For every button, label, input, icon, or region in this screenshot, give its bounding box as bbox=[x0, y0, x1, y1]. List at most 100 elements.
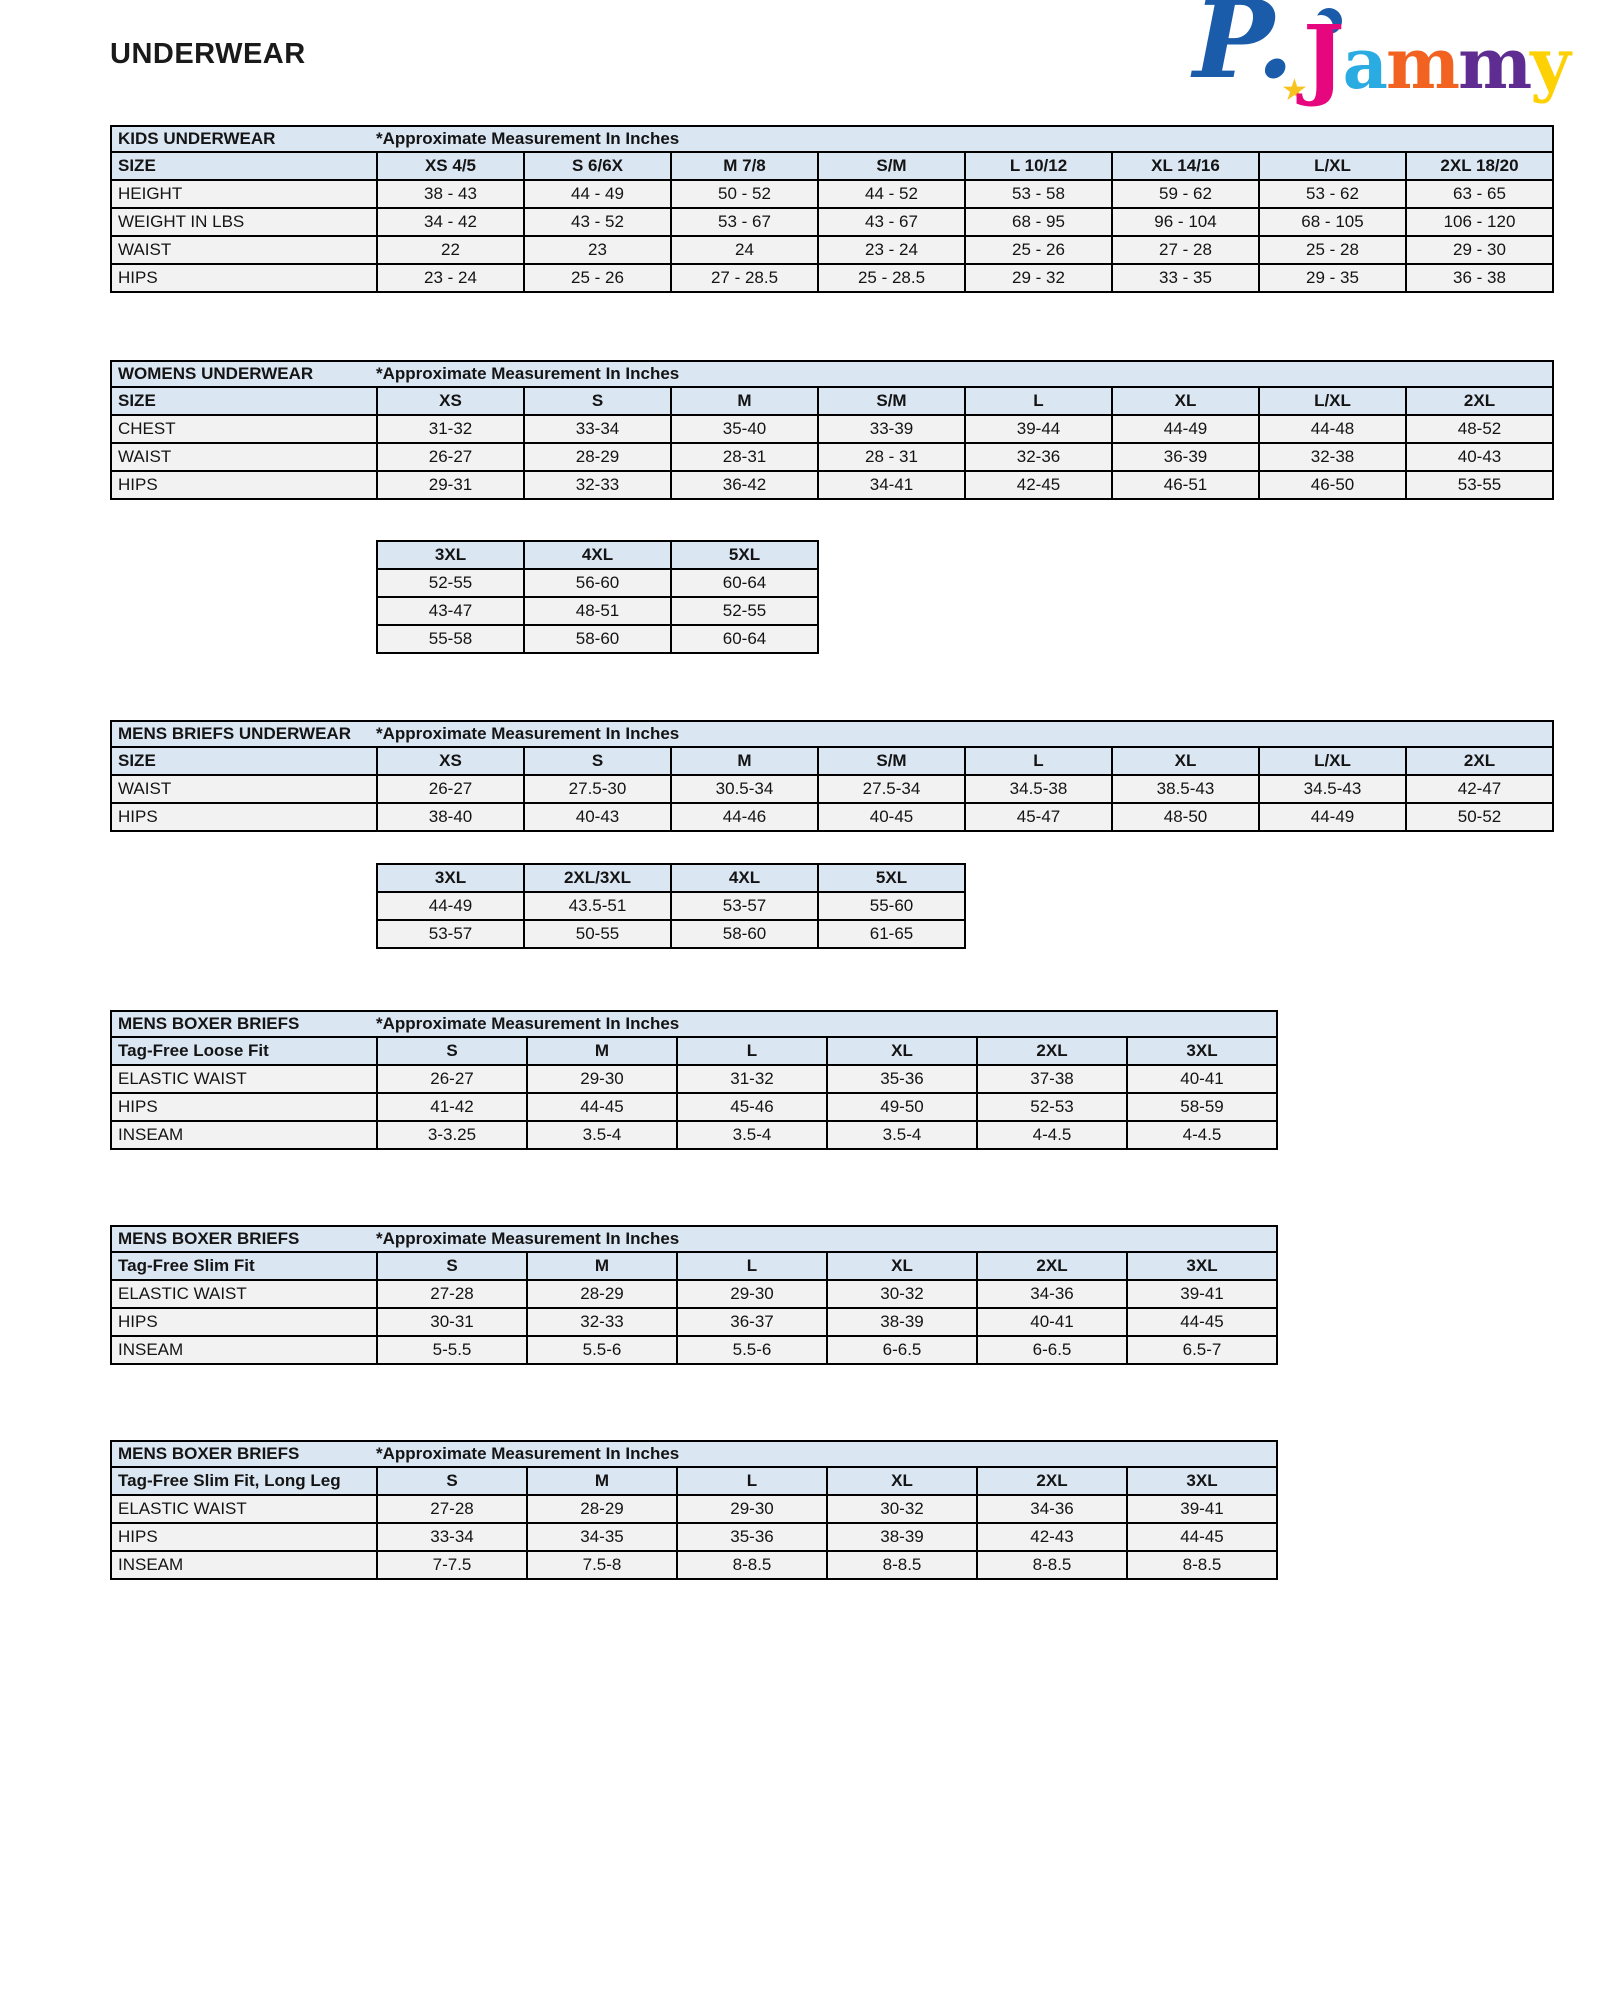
cell: 44-46 bbox=[670, 802, 819, 832]
column-header: L bbox=[964, 386, 1113, 416]
row-label: WAIST bbox=[110, 442, 378, 472]
column-header: 3XL bbox=[1126, 1036, 1278, 1066]
cell: 25 - 26 bbox=[964, 235, 1113, 265]
table-title: MENS BOXER BRIEFS bbox=[118, 1444, 300, 1463]
cell: 45-47 bbox=[964, 802, 1113, 832]
size-table-boxer-loose-fit: MENS BOXER BRIEFS *Approximate Measuremen… bbox=[110, 1010, 1278, 1150]
cell: 29 - 35 bbox=[1258, 263, 1407, 293]
logo-letter-m: m bbox=[1458, 22, 1532, 105]
table-label-header: Tag-Free Slim Fit, Long Leg bbox=[110, 1466, 378, 1496]
table-label-header: Tag-Free Loose Fit bbox=[110, 1036, 378, 1066]
cell: 36-37 bbox=[676, 1307, 828, 1337]
cell: 29 - 30 bbox=[1405, 235, 1554, 265]
row-label: HIPS bbox=[110, 263, 378, 293]
cell: 24 bbox=[670, 235, 819, 265]
cell: 25 - 26 bbox=[523, 263, 672, 293]
cell: 34 - 42 bbox=[376, 207, 525, 237]
cell: 58-59 bbox=[1126, 1092, 1278, 1122]
cell: 8-8.5 bbox=[1126, 1550, 1278, 1580]
cell: 34.5-43 bbox=[1258, 774, 1407, 804]
table-row: ELASTIC WAIST 26-27 29-30 31-32 35-36 37-38 40… bbox=[110, 1064, 1278, 1094]
cell: 6.5-7 bbox=[1126, 1335, 1278, 1365]
cell: 61-65 bbox=[817, 919, 966, 949]
cell: 53 - 62 bbox=[1258, 179, 1407, 209]
cell: 31-32 bbox=[676, 1064, 828, 1094]
row-label: ELASTIC WAIST bbox=[110, 1494, 378, 1524]
cell: 33 - 35 bbox=[1111, 263, 1260, 293]
column-header: 4XL bbox=[523, 540, 672, 570]
cell: 46-50 bbox=[1258, 470, 1407, 500]
column-header: 5XL bbox=[817, 863, 966, 893]
table-row: INSEAM 3-3.25 3.5-4 3.5-4 3.5-4 4-4.5 4-4.5 bbox=[110, 1120, 1278, 1150]
cell: 58-60 bbox=[523, 624, 672, 654]
cell: 22 bbox=[376, 235, 525, 265]
cell: 8-8.5 bbox=[826, 1550, 978, 1580]
cell: 36 - 38 bbox=[1405, 263, 1554, 293]
cell: 23 bbox=[523, 235, 672, 265]
cell: 34-41 bbox=[817, 470, 966, 500]
size-table-mens-briefs-extended: 3XL 2XL/3XL 4XL 5XL 44-49 43.5-51 53-57 55-60 53… bbox=[376, 863, 966, 949]
logo-letter-y: y bbox=[1530, 22, 1571, 105]
column-header: XS bbox=[376, 746, 525, 776]
cell: 8-8.5 bbox=[976, 1550, 1128, 1580]
cell: 48-52 bbox=[1405, 414, 1554, 444]
cell: 53 - 58 bbox=[964, 179, 1113, 209]
cell: 7-7.5 bbox=[376, 1550, 528, 1580]
column-header: S bbox=[376, 1036, 528, 1066]
cell: 50-55 bbox=[523, 919, 672, 949]
column-header: L/XL bbox=[1258, 151, 1407, 181]
cell: 55-60 bbox=[817, 891, 966, 921]
row-label: ELASTIC WAIST bbox=[110, 1064, 378, 1094]
cell: 36-42 bbox=[670, 470, 819, 500]
cell: 6-6.5 bbox=[826, 1335, 978, 1365]
cell: 30-32 bbox=[826, 1494, 978, 1524]
table-title-cell: MENS BOXER BRIEFS *Approximate Measuremen… bbox=[110, 1225, 1278, 1253]
logo-letter-m: m bbox=[1386, 22, 1460, 105]
cell: 30.5-34 bbox=[670, 774, 819, 804]
cell: 44-49 bbox=[1258, 802, 1407, 832]
cell: 52-55 bbox=[670, 596, 819, 626]
table-title-cell: KIDS UNDERWEAR *Approximate Measurement I… bbox=[110, 125, 1554, 153]
table-title: MENS BRIEFS UNDERWEAR bbox=[118, 724, 351, 743]
cell: 44-48 bbox=[1258, 414, 1407, 444]
cell: 5.5-6 bbox=[676, 1335, 828, 1365]
column-header: L bbox=[676, 1251, 828, 1281]
cell: 40-43 bbox=[523, 802, 672, 832]
table-row: HIPS 38-40 40-43 44-46 40-45 45-47 48-50 44-49 5… bbox=[110, 802, 1554, 832]
table-row: HEIGHT 38 - 43 44 - 49 50 - 52 44 - 52 53 - 5… bbox=[110, 179, 1554, 209]
column-header: M bbox=[670, 746, 819, 776]
cell: 4-4.5 bbox=[976, 1120, 1128, 1150]
column-header: S/M bbox=[817, 746, 966, 776]
cell: 46-51 bbox=[1111, 470, 1260, 500]
cell: 30-32 bbox=[826, 1279, 978, 1309]
cell: 55-58 bbox=[376, 624, 525, 654]
table-title-cell: MENS BOXER BRIEFS *Approximate Measuremen… bbox=[110, 1010, 1278, 1038]
cell: 38-40 bbox=[376, 802, 525, 832]
table-label-header: SIZE bbox=[110, 386, 378, 416]
size-table-kids: KIDS UNDERWEAR *Approximate Measurement I… bbox=[110, 125, 1554, 293]
table-row: HIPS 23 - 24 25 - 26 27 - 28.5 25 - 28.5 29 -… bbox=[110, 263, 1554, 293]
cell: 7.5-8 bbox=[526, 1550, 678, 1580]
cell: 29-31 bbox=[376, 470, 525, 500]
table-note: *Approximate Measurement In Inches bbox=[376, 724, 680, 743]
cell: 39-44 bbox=[964, 414, 1113, 444]
cell: 29-30 bbox=[676, 1279, 828, 1309]
cell: 26-27 bbox=[376, 774, 525, 804]
row-label: HIPS bbox=[110, 1307, 378, 1337]
cell: 30-31 bbox=[376, 1307, 528, 1337]
column-header: 3XL bbox=[1126, 1251, 1278, 1281]
cell: 32-38 bbox=[1258, 442, 1407, 472]
table-row: ELASTIC WAIST 27-28 28-29 29-30 30-32 34-36 39… bbox=[110, 1279, 1278, 1309]
cell: 60-64 bbox=[670, 568, 819, 598]
cell: 25 - 28 bbox=[1258, 235, 1407, 265]
row-label: WAIST bbox=[110, 235, 378, 265]
size-table-womens-extended: 3XL 4XL 5XL 52-55 56-60 60-64 43-47 48-51 52-55 5… bbox=[376, 540, 819, 654]
column-header: L 10/12 bbox=[964, 151, 1113, 181]
row-label: HEIGHT bbox=[110, 179, 378, 209]
cell: 38-39 bbox=[826, 1307, 978, 1337]
column-header: XL bbox=[1111, 746, 1260, 776]
column-header: 2XL bbox=[976, 1251, 1128, 1281]
row-label: INSEAM bbox=[110, 1335, 378, 1365]
cell: 37-38 bbox=[976, 1064, 1128, 1094]
